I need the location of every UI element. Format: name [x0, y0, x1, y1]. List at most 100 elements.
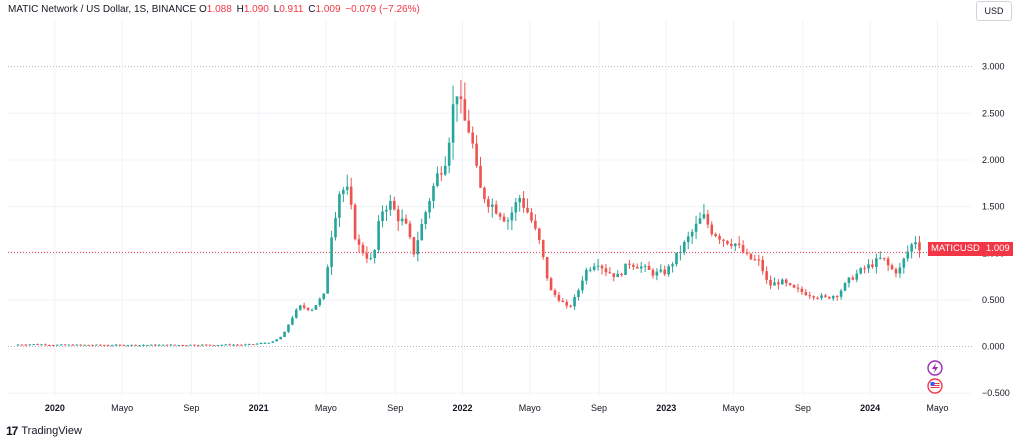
x-axis: 2020 Mayo Sep 2021 Mayo Sep 2022 Mayo Sep 2023 May…: [45, 403, 949, 413]
candle-body: [871, 264, 874, 267]
candle-body: [898, 267, 902, 274]
candle-body: [498, 213, 502, 217]
candle-body: [592, 266, 596, 270]
candle-body: [365, 253, 369, 259]
candle-body: [181, 344, 184, 346]
y-tick-label: 2.500: [982, 108, 1005, 118]
candle-body: [918, 242, 921, 251]
candle-body: [110, 345, 114, 347]
x-tick-label: Mayo: [723, 403, 745, 413]
candle-body: [71, 344, 75, 346]
price-tag-ticker: MATICUSD: [931, 243, 980, 254]
candle-body: [24, 344, 28, 346]
x-tick-label: Mayo: [315, 403, 337, 413]
high-label: H: [236, 4, 244, 15]
candle-body: [526, 207, 529, 213]
candle-body: [565, 301, 569, 306]
candle-body: [859, 268, 862, 274]
candle-body: [730, 243, 733, 247]
candle-body: [651, 269, 655, 276]
candle-body: [396, 209, 400, 222]
candle-body: [326, 267, 329, 294]
candle-body: [886, 258, 890, 266]
candle-body: [83, 344, 86, 346]
candle-body: [875, 258, 878, 267]
candle-body: [906, 251, 910, 259]
candle-body: [36, 344, 39, 346]
candle-body: [200, 344, 204, 346]
x-tick-label: Sep: [387, 403, 403, 413]
candle-body: [208, 344, 212, 346]
candle-body: [153, 344, 157, 346]
candle-body: [851, 277, 855, 280]
candle-body: [95, 344, 98, 346]
candle-body: [353, 204, 357, 240]
candle-body: [808, 295, 812, 297]
candle-body: [369, 257, 373, 259]
candle-body: [287, 324, 290, 332]
candle-body: [710, 224, 714, 235]
open-label: O: [198, 4, 207, 15]
candle-body: [440, 173, 443, 175]
candle-body: [420, 224, 424, 241]
candle-body: [224, 344, 228, 346]
candle-body: [561, 300, 565, 302]
candle-body: [267, 342, 271, 344]
candle-body: [863, 268, 866, 270]
candle-body: [538, 228, 541, 241]
candle-body: [377, 221, 380, 251]
candle-body: [910, 244, 913, 252]
candle-body: [126, 345, 130, 347]
candle-body: [52, 345, 55, 347]
candle-body: [890, 265, 894, 270]
candle-body: [197, 345, 200, 347]
candle-body: [204, 344, 208, 346]
candle-body: [373, 250, 376, 258]
candle-body: [534, 220, 537, 229]
candle-body: [318, 298, 322, 306]
candle-body: [471, 132, 474, 144]
candle-body: [455, 96, 459, 105]
candle-body: [722, 239, 725, 241]
lightning-icon[interactable]: [927, 360, 943, 376]
change-value: −0.079 (−7.26%): [345, 4, 420, 15]
currency-button[interactable]: USD: [976, 1, 1012, 21]
candle-body: [675, 252, 678, 265]
candle-body: [342, 189, 345, 195]
y-tick-label: −0.500: [982, 388, 1010, 398]
us-flag-icon[interactable]: [927, 378, 943, 394]
candle-body: [157, 344, 161, 346]
candle-body: [134, 344, 137, 346]
candle-body: [251, 344, 255, 346]
candle-body: [545, 256, 549, 279]
candle-body: [698, 218, 702, 224]
candle-body: [683, 242, 686, 252]
candle-body: [757, 259, 761, 261]
tradingview-logo[interactable]: 17 TradingView: [6, 424, 82, 438]
candle-body: [694, 223, 698, 232]
candle-body: [146, 345, 149, 347]
candle-body: [800, 288, 804, 293]
candle-body: [314, 305, 318, 310]
y-tick-label: 0.000: [982, 342, 1005, 352]
candle-body: [643, 265, 647, 267]
last-price-tag: MATICUSD 1.009: [928, 242, 1013, 256]
candle-body: [408, 223, 412, 238]
candle-body: [130, 344, 133, 346]
candle-body: [479, 165, 482, 188]
candle-body: [165, 344, 169, 346]
candle-body: [788, 283, 792, 285]
x-tick-label: 2023: [656, 403, 676, 413]
candle-body: [475, 143, 478, 166]
candle-body: [585, 269, 588, 281]
candle-body: [867, 264, 870, 269]
candle-body: [718, 236, 721, 240]
grid: [8, 20, 972, 396]
x-tick-label: 2024: [860, 403, 880, 413]
candle-body: [835, 296, 839, 298]
candle-body: [549, 278, 553, 291]
candle-body: [557, 295, 561, 301]
candle-body: [796, 287, 800, 289]
candle-body: [118, 344, 122, 346]
